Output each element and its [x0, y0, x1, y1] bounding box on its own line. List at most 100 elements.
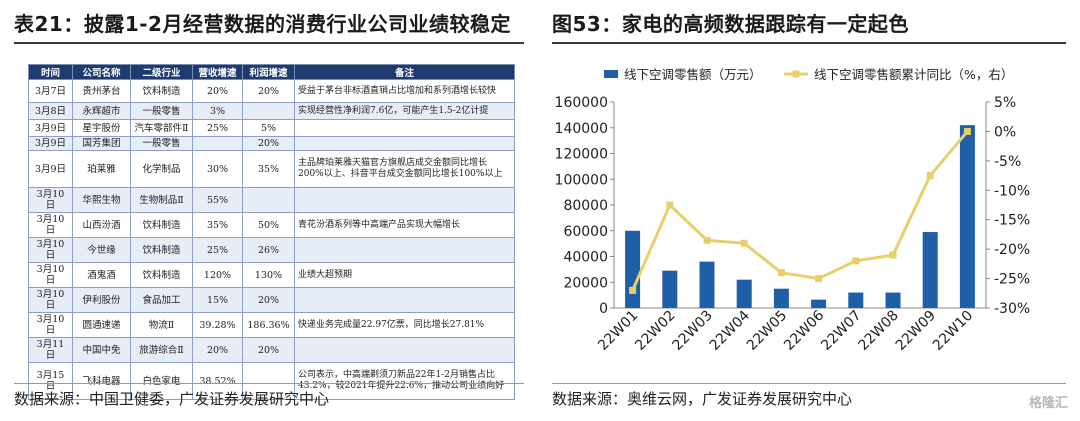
table-cell: 20%: [192, 79, 243, 103]
table-cell: 公司表示，中高端剃须刀新品22年1-2月销售占比43.2%，较2021年提升22…: [294, 362, 515, 400]
table-cell: 旅游综合Ⅱ: [130, 337, 193, 363]
table-cell: 25%: [192, 237, 243, 263]
table-cell: 3月7日: [28, 79, 73, 103]
y-right-tick-label: 0%: [994, 124, 1016, 140]
table-cell: [294, 337, 515, 363]
table-cell: 圆通速递: [72, 312, 131, 338]
table-cell: 白色家电: [130, 362, 193, 400]
table-header-cell: 时间: [28, 64, 73, 80]
line-point: [852, 257, 860, 265]
table-cell: 3月10日: [28, 287, 73, 313]
table-cell: 130%: [242, 262, 295, 288]
table-cell: 5%: [242, 119, 295, 137]
legend-line-label: 线下空调零售额累计同比（%，右）: [814, 67, 1013, 82]
x-tick-label: 22W04: [707, 307, 753, 353]
table-cell: 3%: [192, 102, 243, 120]
table-cell: 饮料制造: [130, 79, 193, 103]
table-cell: [242, 102, 295, 120]
table-cell: 3月10日: [28, 212, 73, 238]
table-cell: 今世缘: [72, 237, 131, 263]
table-header-cell: 利润增速: [242, 64, 295, 80]
table-cell: 主品牌珀莱雅天猫官方旗舰店成交金额同比增长200%以上、抖音平台成交金额同比增长…: [294, 150, 515, 188]
table-cell: 20%: [192, 337, 243, 363]
table-header-row: 时间 公司名称 二级行业 营收增速 利润增速 备注: [28, 64, 515, 80]
table-cell: 38.52%: [192, 362, 243, 400]
table-cell: 贵州茅台: [72, 79, 131, 103]
x-tick-label: 22W03: [670, 308, 716, 354]
table-cell: 3月10日: [28, 312, 73, 338]
y-right-tick-label: -10%: [994, 183, 1030, 199]
table-row: 3月10日 华熙生物 生物制品Ⅱ 55%: [28, 187, 515, 213]
table-cell: 35%: [242, 150, 295, 188]
table-cell: [242, 187, 295, 213]
x-tick-label: 22W10: [930, 308, 976, 354]
table-cell: 伊利股份: [72, 287, 131, 313]
table-cell: 饮料制造: [130, 212, 193, 238]
table-cell: 35%: [192, 212, 243, 238]
right-footer-divider: [552, 383, 1066, 384]
table-cell: 中国中免: [72, 337, 131, 363]
table-cell: 汽车零部件Ⅱ: [130, 119, 193, 137]
table-cell: 山西汾酒: [72, 212, 131, 238]
y-right-tick-label: -15%: [994, 213, 1030, 229]
y-left-tick-label: 100000: [555, 172, 608, 188]
bar: [662, 270, 678, 308]
table-cell: 3月8日: [28, 102, 73, 120]
left-panel-title: 表21：披露1-2月经营数据的消费行业公司业绩较稳定: [14, 12, 511, 36]
y-left-tick-label: 0: [599, 301, 608, 317]
table-cell: 物流Ⅱ: [130, 312, 193, 338]
line-point: [926, 172, 934, 180]
table-cell: [294, 237, 515, 263]
table-cell: 化学制品: [130, 150, 193, 188]
table-cell: 快递业务完成量22.97亿票，同比增长27.81%: [294, 312, 515, 338]
y-right-tick-label: -25%: [994, 272, 1030, 288]
table-cell: 15%: [192, 287, 243, 313]
table-cell: 20%: [242, 79, 295, 103]
bar: [922, 232, 938, 308]
table-cell: 实现经营性净利润7.6亿，可能产生1.5-2亿计提: [294, 102, 515, 120]
x-tick-label: 22W08: [856, 308, 902, 354]
table-cell: 39.28%: [192, 312, 243, 338]
table-cell: 业绩大超预期: [294, 262, 515, 288]
table-header-cell: 公司名称: [72, 64, 131, 80]
x-tick-label: 22W05: [744, 308, 790, 354]
table-cell: [294, 119, 515, 137]
notice-table: 时间 公司名称 二级行业 营收增速 利润增速 备注 3月7日 贵州茅台 饮料制造 20% 20% 受…: [28, 64, 515, 400]
watermark: 格隆汇: [1028, 396, 1068, 411]
bar: [811, 299, 827, 308]
table-cell: 25%: [192, 119, 243, 137]
table-cell: 永辉超市: [72, 102, 131, 120]
table-row: 3月7日 贵州茅台 饮料制造 20% 20% 受益于茅台非标酒直销占比增加和系列酒增长较快: [28, 79, 515, 103]
table-cell: 120%: [192, 262, 243, 288]
y-right-tick-label: -30%: [994, 301, 1030, 317]
table-cell: 食品加工: [130, 287, 193, 313]
table-cell: 华熙生物: [72, 187, 131, 213]
bar: [625, 230, 641, 308]
table-cell: 一般零售: [130, 102, 193, 120]
line-point: [629, 286, 637, 294]
x-tick-label: 22W06: [781, 307, 827, 353]
line-point: [889, 251, 897, 259]
table-cell: 青花汾酒系列等中高端产品实现大幅增长: [294, 212, 515, 238]
table-cell: 生物制品Ⅱ: [130, 187, 193, 213]
table-cell: [294, 136, 515, 151]
right-source-note: 数据来源：奥维云网，广发证券发展研究中心: [552, 390, 853, 408]
table-row: 3月10日 山西汾酒 饮料制造 35% 50% 青花汾酒系列等中高端产品实现大幅增长: [28, 212, 515, 238]
table-cell: 酒鬼酒: [72, 262, 131, 288]
table-cell: [192, 136, 243, 151]
table-cell: 饮料制造: [130, 262, 193, 288]
table-cell: 3月10日: [28, 237, 73, 263]
line-point: [777, 269, 785, 277]
bar: [885, 292, 901, 308]
bar: [699, 261, 715, 308]
table-cell: 饮料制造: [130, 237, 193, 263]
table-cell: 飞科电器: [72, 362, 131, 400]
table-cell: 26%: [242, 237, 295, 263]
table-row: 3月9日 星宇股份 汽车零部件Ⅱ 25% 5%: [28, 119, 515, 137]
table-cell: 受益于茅台非标酒直销占比增加和系列酒增长较快: [294, 79, 515, 103]
bar: [773, 288, 789, 308]
y-left-tick-label: 120000: [555, 147, 608, 163]
table-cell: 20%: [242, 287, 295, 313]
line-point: [703, 236, 711, 244]
line-point: [963, 127, 971, 135]
